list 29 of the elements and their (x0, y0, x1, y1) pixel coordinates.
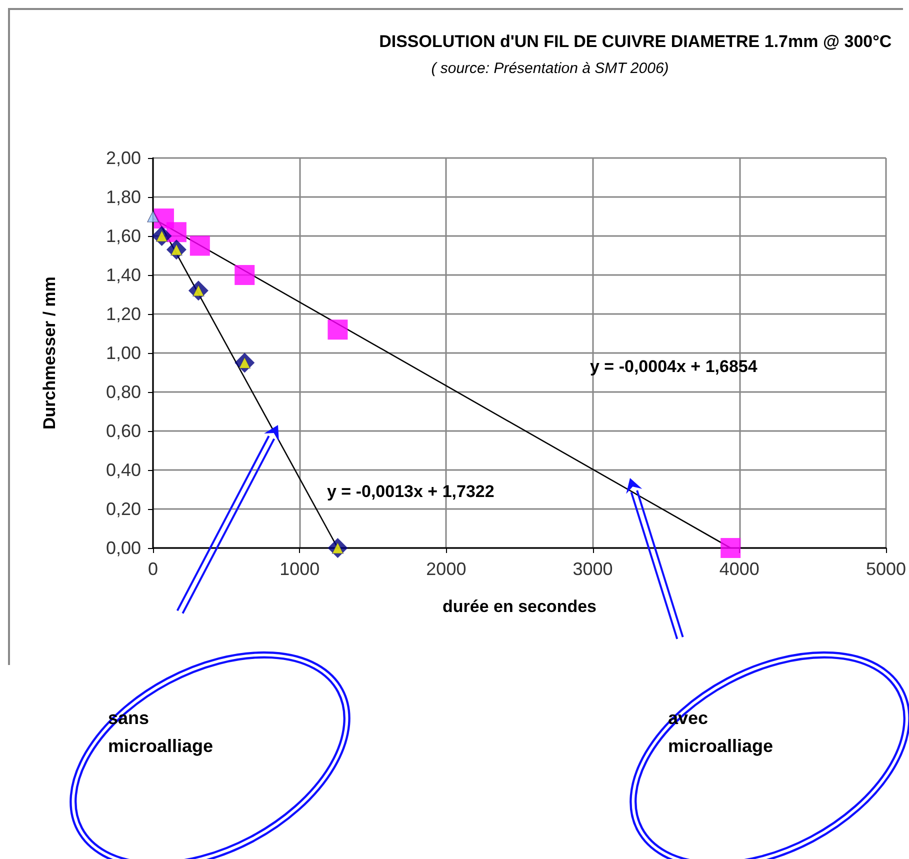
y-tick-label: 1,00 (106, 343, 141, 363)
point (166, 222, 186, 242)
x-axis-title: durée en secondes (442, 597, 596, 616)
x-tick-label: 4000 (719, 559, 760, 579)
x-tick-label: 1000 (280, 559, 320, 579)
y-axis-title: Durchmesser / mm (40, 276, 59, 430)
y-tick-label: 1,40 (106, 265, 141, 285)
point (234, 265, 255, 285)
chart-title: DISSOLUTION d'UN FIL DE CUIVRE DIAMETRE 1.7mm @ 300°C (379, 32, 892, 51)
y-tick-label: 2,00 (106, 148, 141, 168)
point (147, 210, 159, 222)
y-tick-label: 0,80 (106, 382, 141, 402)
y-tick-label: 0,40 (106, 460, 141, 480)
x-tick-label: 5000 (866, 559, 906, 579)
y-tick-label: 1,80 (106, 187, 141, 207)
point (720, 538, 741, 558)
annotation: y = -0,0004x + 1,6854 (590, 357, 758, 376)
x-tick-label: 2000 (426, 559, 466, 579)
annotation: y = -0,0013x + 1,7322 (327, 482, 494, 501)
y-tick-label: 1,20 (106, 304, 141, 324)
point (328, 320, 348, 340)
y-tick-label: 1,60 (106, 226, 141, 246)
x-tick-label: 3000 (572, 559, 613, 579)
y-tick-label: 0,20 (106, 499, 141, 519)
chart-subtitle: ( source: Présentation à SMT 2006) (431, 60, 669, 77)
y-tick-label: 0,00 (106, 538, 141, 558)
point (190, 236, 210, 256)
y-tick-label: 0,60 (106, 421, 141, 441)
x-tick-label: 0 (148, 559, 158, 579)
